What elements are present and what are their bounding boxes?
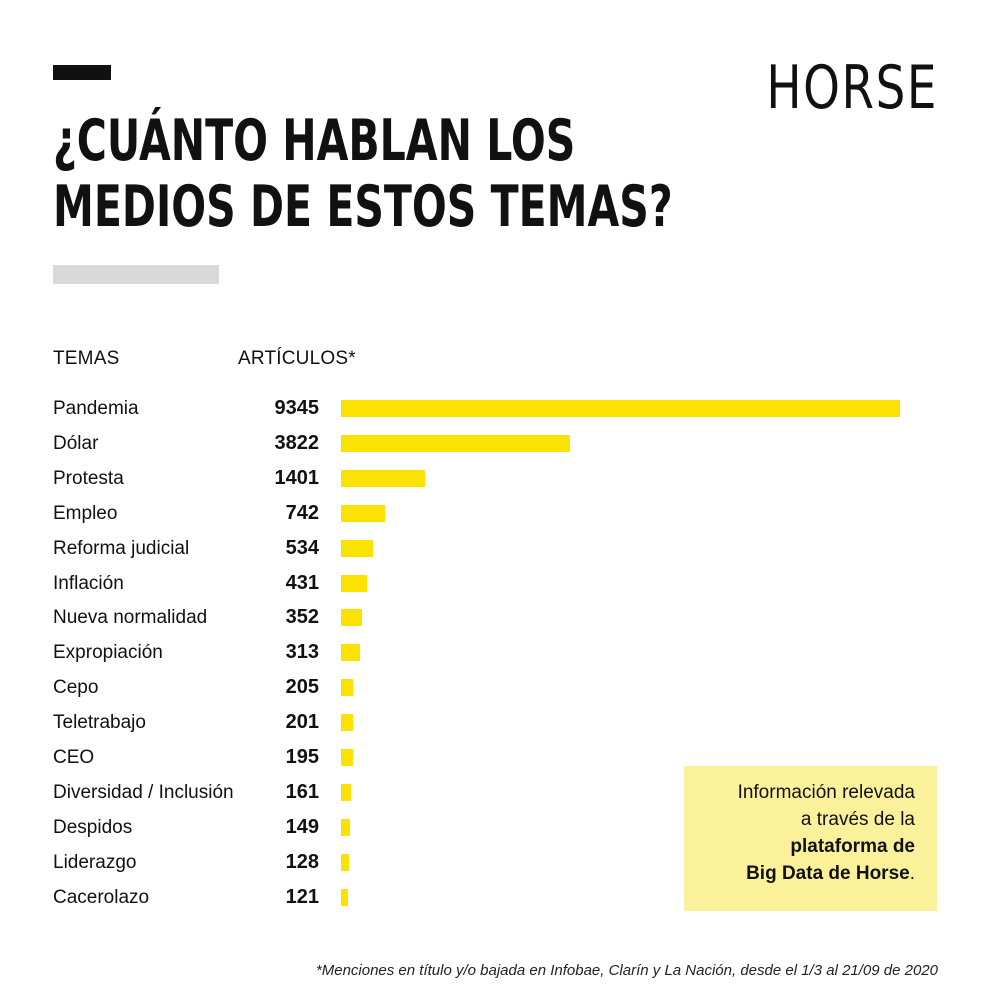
bar bbox=[341, 783, 351, 801]
bar-row: Empleo 742 bbox=[0, 496, 1000, 531]
value-label: 161 bbox=[285, 780, 319, 803]
value-label: 431 bbox=[285, 571, 319, 594]
value-label: 9345 bbox=[274, 397, 320, 419]
bar-row: Expropiación 313 bbox=[0, 635, 1000, 670]
category-label: Reforma judicial bbox=[53, 537, 190, 559]
bar-row: Protesta 1401 bbox=[0, 461, 1000, 496]
bar bbox=[341, 714, 354, 732]
info-line-2: a través de la bbox=[800, 809, 915, 830]
info-line-1: Información relevada bbox=[737, 782, 915, 803]
value-label: 313 bbox=[285, 641, 319, 664]
category-label: Cepo bbox=[53, 677, 99, 699]
bar-row: CEO 195 bbox=[0, 740, 1000, 775]
bar bbox=[341, 400, 900, 417]
bar-row: Nueva normalidad 352 bbox=[0, 600, 1000, 635]
value-label: 201 bbox=[285, 711, 319, 734]
info-line-4-bold: Big Data de Horse bbox=[746, 863, 910, 884]
bar-row: Pandemia 9345 bbox=[0, 391, 1000, 426]
category-label: Pandemia bbox=[53, 398, 139, 419]
column-header-articulos: ARTÍCULOS* bbox=[238, 348, 356, 369]
value-label: 3822 bbox=[274, 431, 320, 454]
value-label: 121 bbox=[285, 885, 319, 908]
category-label: Dólar bbox=[53, 432, 99, 454]
bar-row: Teletrabajo 201 bbox=[0, 705, 1000, 740]
chart-title-line-1: ¿CUÁNTO HABLAN LOS bbox=[53, 108, 576, 174]
bar bbox=[341, 539, 373, 557]
top-accent-bar bbox=[53, 65, 111, 80]
bar-row: Cacerolazo 121 bbox=[0, 880, 1000, 915]
bar bbox=[341, 574, 367, 592]
category-label: Protesta bbox=[53, 467, 124, 489]
category-label: Cacerolazo bbox=[53, 886, 150, 908]
bar bbox=[341, 853, 349, 871]
bar bbox=[341, 679, 354, 697]
bar-row: Inflación 431 bbox=[0, 566, 1000, 601]
bar-row: Liderazgo 128 bbox=[0, 845, 1000, 880]
bar bbox=[341, 434, 570, 452]
value-label: 149 bbox=[285, 815, 319, 838]
category-label: CEO bbox=[53, 747, 95, 768]
grey-accent-bar bbox=[53, 265, 219, 284]
bar bbox=[341, 469, 425, 487]
value-label: 128 bbox=[285, 850, 319, 873]
footnote: *Menciones en título y/o bajada en Infob… bbox=[315, 962, 938, 979]
info-line-3: plataforma de bbox=[790, 836, 915, 857]
info-line-4-tail: . bbox=[909, 863, 915, 884]
bar bbox=[341, 749, 353, 766]
chart-title: ¿CUÁNTO HABLAN LOS MEDIOS DE ESTOS TEMAS… bbox=[53, 108, 673, 240]
bar bbox=[341, 888, 349, 906]
category-label: Liderazgo bbox=[53, 851, 137, 873]
category-label: Empleo bbox=[53, 502, 118, 524]
value-label: 1401 bbox=[274, 466, 320, 489]
info-box: Información relevada a través de la plat… bbox=[684, 766, 937, 911]
bar bbox=[341, 609, 363, 627]
brand-logo: HORSE bbox=[766, 53, 938, 123]
value-label: 534 bbox=[285, 536, 319, 559]
bar-row: Dólar 3822 bbox=[0, 426, 1000, 461]
bar-row: Reforma judicial 534 bbox=[0, 531, 1000, 566]
value-label: 352 bbox=[285, 606, 319, 629]
category-label: Despidos bbox=[53, 816, 133, 838]
bar-row: Cepo 205 bbox=[0, 670, 1000, 705]
category-label: Nueva normalidad bbox=[53, 607, 208, 629]
bar bbox=[341, 644, 360, 662]
value-label: 205 bbox=[285, 676, 319, 699]
value-label: 742 bbox=[285, 501, 319, 524]
column-header-temas: TEMAS bbox=[53, 348, 120, 369]
value-label: 195 bbox=[285, 746, 319, 768]
category-label: Inflación bbox=[53, 572, 124, 594]
category-label: Teletrabajo bbox=[53, 712, 146, 734]
category-label: Expropiación bbox=[53, 642, 163, 664]
bar bbox=[341, 818, 350, 836]
bar-row: Diversidad / Inclusión 161 bbox=[0, 775, 1000, 810]
chart-title-line-2: MEDIOS DE ESTOS TEMAS? bbox=[53, 174, 673, 240]
category-label: Diversidad / Inclusión bbox=[53, 781, 234, 803]
info-line-4: Big Data de Horse. bbox=[684, 860, 915, 887]
bar bbox=[341, 504, 386, 522]
bar-row: Despidos 149 bbox=[0, 810, 1000, 845]
